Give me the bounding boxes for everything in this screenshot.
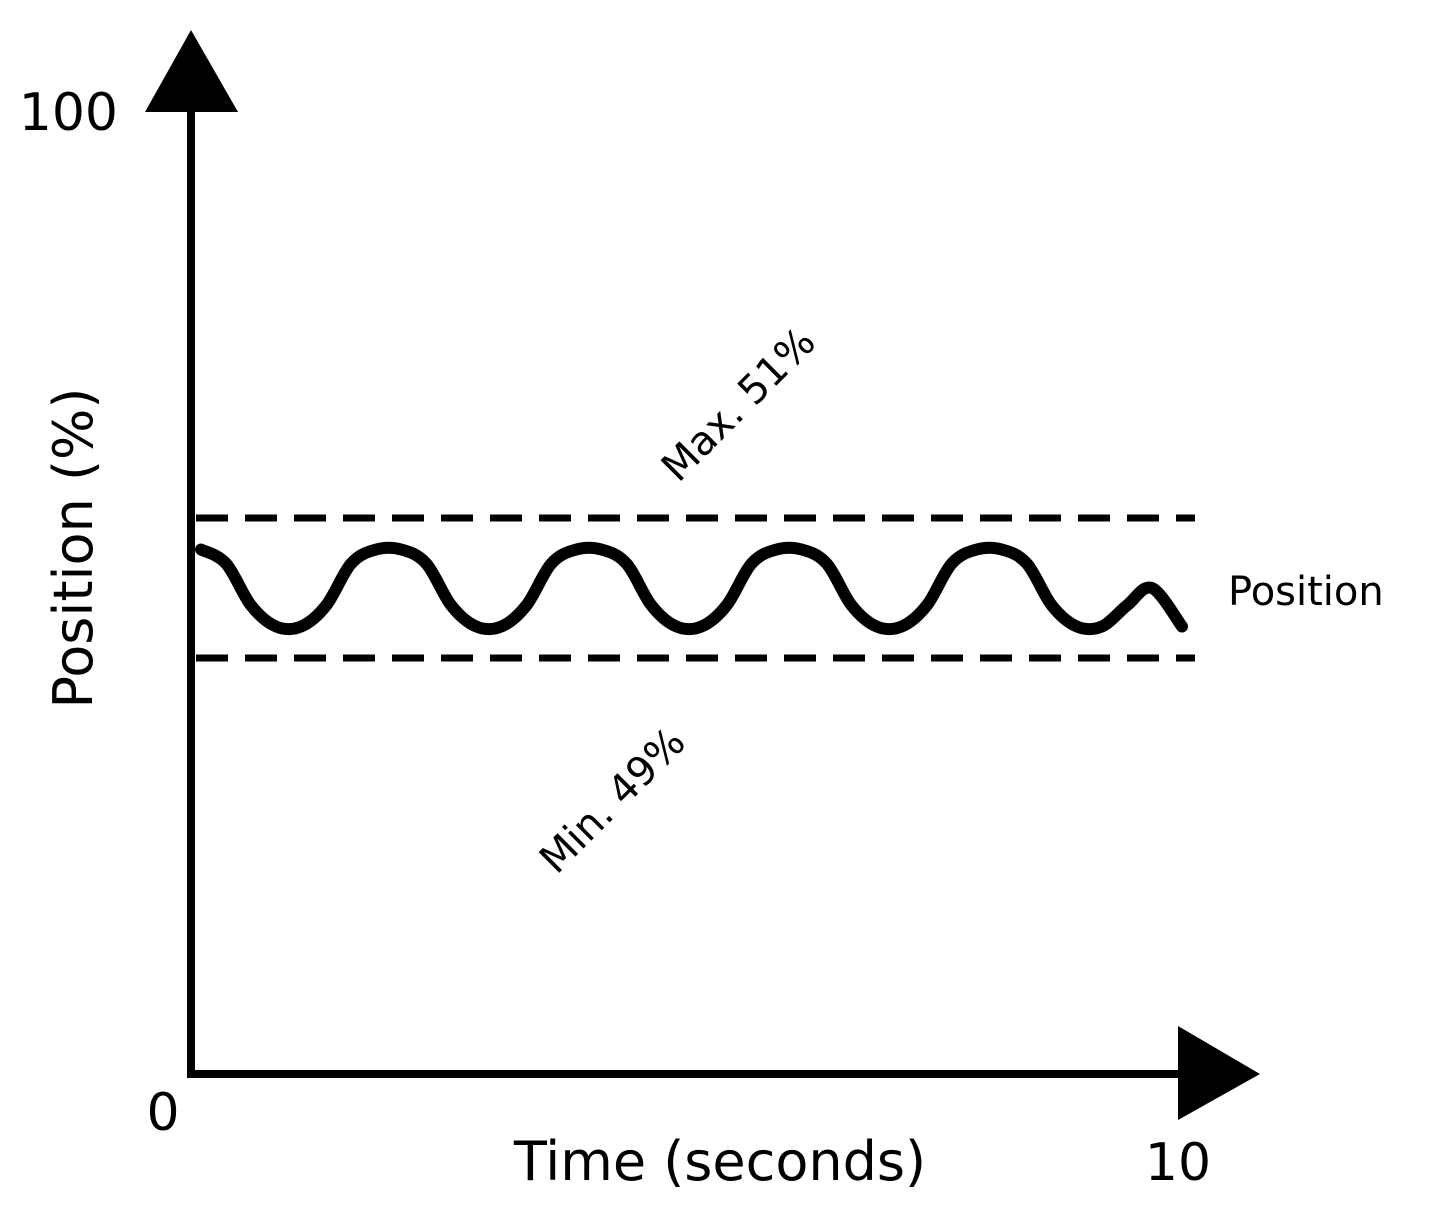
- x-tick-min-label: 0: [146, 1083, 179, 1143]
- min-reference-label: Min. 49%: [531, 719, 695, 883]
- x-axis-arrow-icon: [1178, 1026, 1260, 1120]
- max-reference-label: Max. 51%: [653, 319, 825, 491]
- y-axis-title: Position (%): [42, 388, 105, 709]
- y-axis-arrow-icon: [145, 30, 238, 112]
- x-axis-title: Time (seconds): [513, 1130, 926, 1193]
- x-tick-max-label: 10: [1145, 1133, 1211, 1193]
- y-tick-max-label: 100: [19, 83, 118, 143]
- series-label-position: Position: [1228, 569, 1384, 615]
- position-series-line: [195, 541, 1188, 636]
